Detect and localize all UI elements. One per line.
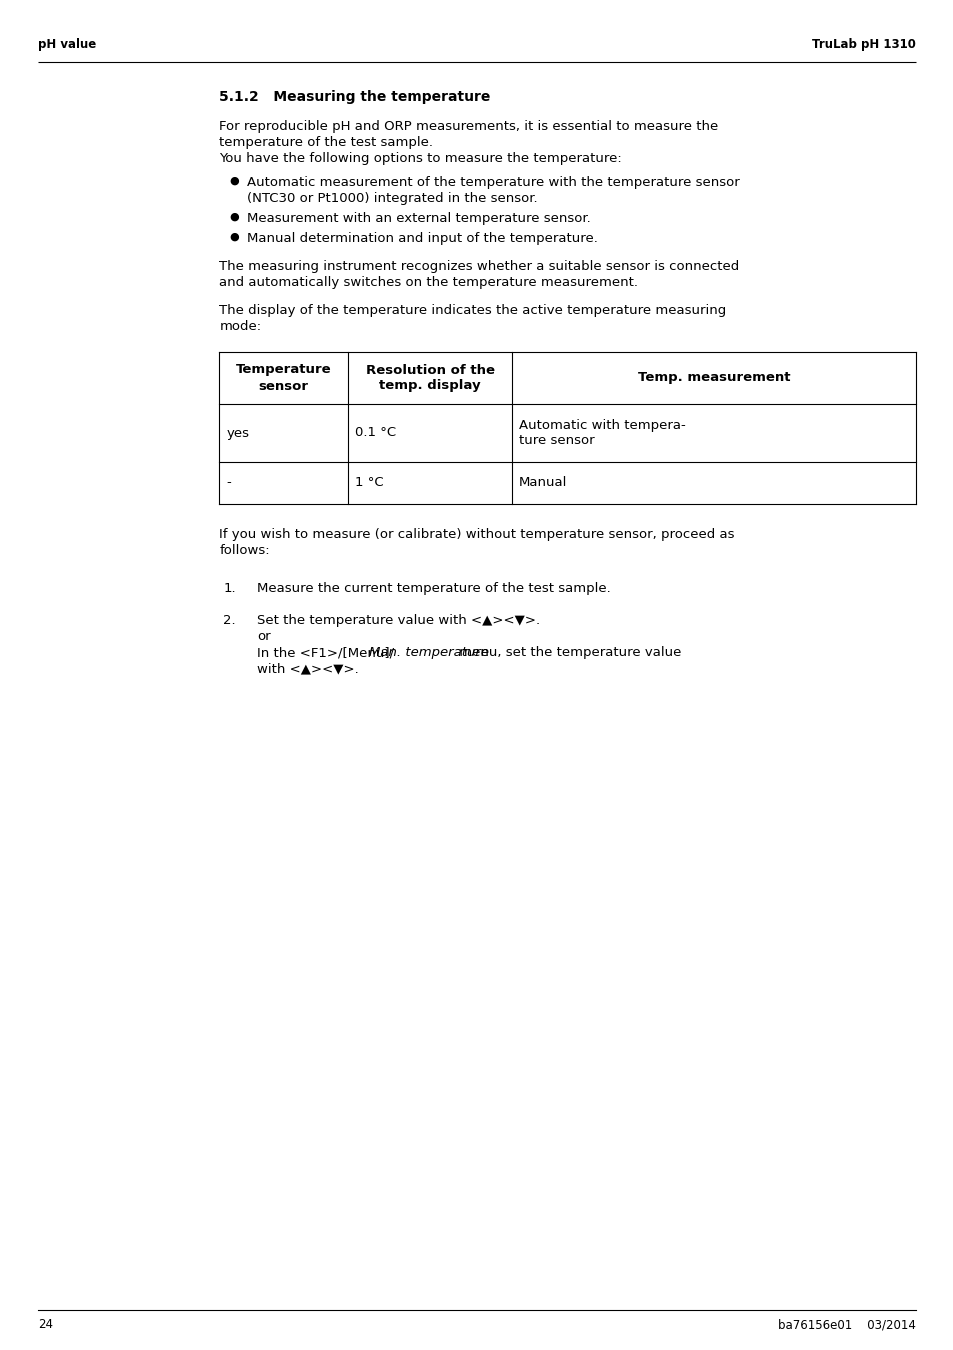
Text: 0.1 °C: 0.1 °C — [355, 427, 395, 440]
Text: 1.: 1. — [223, 582, 235, 595]
Text: Temp. measurement: Temp. measurement — [637, 371, 789, 385]
Text: Resolution of the
temp. display: Resolution of the temp. display — [365, 363, 494, 393]
Text: If you wish to measure (or calibrate) without temperature sensor, proceed as: If you wish to measure (or calibrate) wi… — [219, 528, 734, 541]
Text: temperature of the test sample.: temperature of the test sample. — [219, 136, 433, 148]
Text: -: - — [226, 477, 231, 490]
Text: ●: ● — [229, 176, 239, 186]
Text: TruLab pH 1310: TruLab pH 1310 — [811, 38, 915, 51]
Text: mode:: mode: — [219, 320, 261, 333]
Text: or: or — [257, 630, 271, 643]
Text: with <▲><▼>.: with <▲><▼>. — [257, 662, 358, 675]
Text: and automatically switches on the temperature measurement.: and automatically switches on the temper… — [219, 275, 638, 289]
Text: Measurement with an external temperature sensor.: Measurement with an external temperature… — [247, 212, 591, 225]
Text: The measuring instrument recognizes whether a suitable sensor is connected: The measuring instrument recognizes whet… — [219, 261, 739, 273]
Text: Automatic with tempera-
ture sensor: Automatic with tempera- ture sensor — [518, 418, 685, 447]
Text: Set the temperature value with <▲><▼>.: Set the temperature value with <▲><▼>. — [257, 614, 540, 626]
Text: Temperature
sensor: Temperature sensor — [235, 363, 332, 393]
Text: (NTC30 or Pt1000) integrated in the sensor.: (NTC30 or Pt1000) integrated in the sens… — [247, 192, 537, 205]
Text: You have the following options to measure the temperature:: You have the following options to measur… — [219, 153, 621, 165]
Text: 24: 24 — [38, 1318, 53, 1331]
Text: For reproducible pH and ORP measurements, it is essential to measure the: For reproducible pH and ORP measurements… — [219, 120, 718, 134]
Text: pH value: pH value — [38, 38, 96, 51]
Text: ●: ● — [229, 212, 239, 221]
Text: 1 °C: 1 °C — [355, 477, 383, 490]
Text: follows:: follows: — [219, 544, 270, 558]
Text: Measure the current temperature of the test sample.: Measure the current temperature of the t… — [257, 582, 611, 595]
Text: ba76156e01    03/2014: ba76156e01 03/2014 — [777, 1318, 915, 1331]
Text: Manual determination and input of the temperature.: Manual determination and input of the te… — [247, 232, 598, 244]
Text: The display of the temperature indicates the active temperature measuring: The display of the temperature indicates… — [219, 304, 726, 317]
Text: yes: yes — [226, 427, 249, 440]
Text: 5.1.2   Measuring the temperature: 5.1.2 Measuring the temperature — [219, 90, 490, 104]
Text: 2.: 2. — [223, 614, 235, 626]
Text: Manual: Manual — [518, 477, 567, 490]
Text: ●: ● — [229, 232, 239, 242]
Text: Man. temperature: Man. temperature — [368, 647, 488, 659]
Text: menu, set the temperature value: menu, set the temperature value — [455, 647, 680, 659]
Text: Automatic measurement of the temperature with the temperature sensor: Automatic measurement of the temperature… — [247, 176, 740, 189]
Text: In the <F1>/[Menu]/: In the <F1>/[Menu]/ — [257, 647, 395, 659]
